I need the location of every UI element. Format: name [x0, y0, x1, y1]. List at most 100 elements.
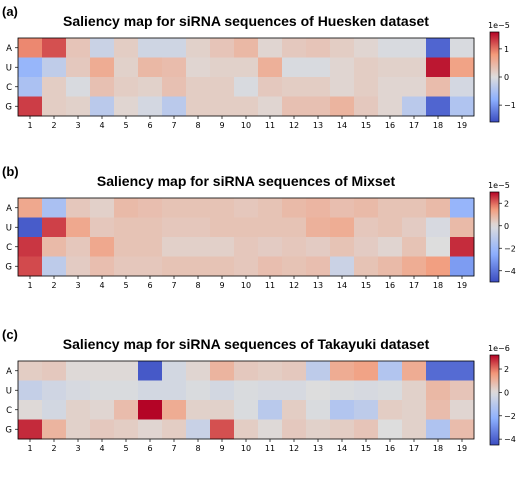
heatmap-cell [258, 256, 283, 277]
heatmap-cell [42, 256, 67, 277]
heatmap-cell [18, 361, 43, 381]
heatmap-cell [186, 419, 211, 440]
colorbar-tick-label: −2 [504, 244, 516, 253]
heatmap-cell [90, 400, 115, 420]
column-tick-label: 18 [433, 444, 443, 453]
heatmap-cell [42, 380, 67, 401]
heatmap-cell [378, 256, 403, 277]
heatmap-cell [66, 237, 91, 257]
column-tick-label: 18 [433, 281, 443, 290]
heatmap-cell [186, 400, 211, 420]
heatmap-cell [162, 237, 187, 257]
heatmap-cell [66, 96, 91, 117]
heatmap-cell [90, 96, 115, 117]
heatmap-cell [66, 400, 91, 420]
heatmap-cell [234, 217, 259, 238]
heatmap-cell [210, 419, 235, 440]
heatmap-cell [282, 96, 307, 117]
heatmap-cell [450, 57, 475, 78]
heatmap-cell [18, 400, 43, 420]
heatmap-cell [450, 96, 475, 117]
heatmap-cell [66, 419, 91, 440]
colorbar-tick-label: 0 [504, 222, 509, 231]
heatmap-cell [66, 217, 91, 238]
column-tick-label: 14 [337, 281, 347, 290]
heatmap-cell [138, 217, 163, 238]
colorbar [489, 354, 500, 446]
column-tick-label: 9 [219, 121, 224, 130]
heatmap-cell [450, 77, 475, 97]
panel-c: (c) Saliency map for siRNA sequences of T… [2, 327, 516, 453]
column-tick-label: 7 [171, 281, 176, 290]
heatmap-cell [186, 217, 211, 238]
heatmap-cell [138, 361, 163, 381]
heatmap-cell [210, 217, 235, 238]
panel-b: (b) Saliency map for siRNA sequences of M… [2, 164, 516, 290]
heatmap-cell [306, 38, 331, 58]
heatmap-cell [306, 77, 331, 97]
colorbar-tick-label: −4 [504, 267, 516, 276]
column-tick-label: 10 [241, 121, 251, 130]
row-tick-label: A [6, 204, 12, 214]
heatmap-cell [258, 96, 283, 117]
colorbar-tick-label: 0 [504, 388, 509, 397]
heatmap-cell [354, 198, 379, 218]
column-tick-label: 13 [313, 121, 323, 130]
heatmap-cell [18, 256, 43, 277]
column-tick-label: 14 [337, 121, 347, 130]
column-tick-label: 2 [51, 121, 56, 130]
heatmap-cell [138, 96, 163, 117]
heatmap-cell [18, 57, 43, 78]
heatmap-cell [114, 361, 139, 381]
heatmap-cell [162, 57, 187, 78]
heatmap-cell [306, 96, 331, 117]
heatmap-cell [162, 77, 187, 97]
heatmap-cell [42, 96, 67, 117]
heatmap-cell [66, 198, 91, 218]
heatmap-cell [234, 361, 259, 381]
heatmap-cell [426, 38, 451, 58]
heatmap-cell [90, 77, 115, 97]
heatmap-cell [450, 400, 475, 420]
heatmap-cell [138, 77, 163, 97]
chart-title: Saliency map for siRNA sequences of Taka… [63, 336, 430, 352]
heatmap-cell [258, 38, 283, 58]
heatmap-cell [282, 361, 307, 381]
column-tick-label: 1 [27, 281, 32, 290]
heatmap-cell [210, 77, 235, 97]
heatmap-cell [66, 38, 91, 58]
column-tick-label: 17 [409, 281, 419, 290]
heatmap-cell [114, 217, 139, 238]
colorbar-scale-exponent: 1e−5 [488, 181, 510, 190]
heatmap-cell [138, 419, 163, 440]
heatmap-cell [186, 96, 211, 117]
column-tick-label: 11 [265, 121, 275, 130]
heatmap-cell [282, 57, 307, 78]
heatmap-cell [306, 361, 331, 381]
heatmap-cell [330, 419, 355, 440]
heatmap-cell [90, 198, 115, 218]
heatmap-cell [210, 96, 235, 117]
heatmap-cell [330, 237, 355, 257]
heatmap-cell [306, 380, 331, 401]
heatmap-cell [234, 77, 259, 97]
column-tick-label: 4 [99, 444, 104, 453]
heatmap-cell [114, 237, 139, 257]
heatmap-cell [378, 380, 403, 401]
column-tick-label: 8 [195, 281, 200, 290]
heatmap-cell [18, 419, 43, 440]
column-tick-label: 3 [75, 121, 80, 130]
heatmap-cell [210, 38, 235, 58]
row-tick-label: U [6, 223, 12, 233]
heatmap-cell [258, 57, 283, 78]
heatmap-cell [138, 237, 163, 257]
heatmap-cell [162, 361, 187, 381]
row-tick-label: U [6, 386, 12, 396]
heatmap-cell [186, 380, 211, 401]
heatmap-cell [330, 380, 355, 401]
heatmap-cell [186, 38, 211, 58]
heatmap-cell [18, 217, 43, 238]
heatmap-cell [114, 419, 139, 440]
heatmap-cell [258, 77, 283, 97]
column-tick-label: 6 [147, 444, 152, 453]
